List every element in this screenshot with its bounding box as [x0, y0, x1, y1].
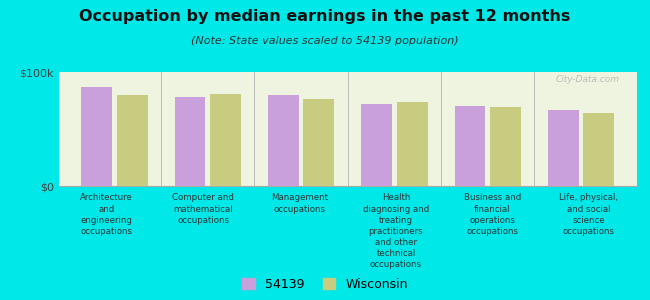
- Bar: [175, 97, 205, 186]
- Text: Architecture
and
engineering
occupations: Architecture and engineering occupations: [81, 194, 133, 236]
- Bar: [361, 104, 392, 186]
- Text: City-Data.com: City-Data.com: [556, 75, 619, 84]
- Text: (Note: State values scaled to 54139 population): (Note: State values scaled to 54139 popu…: [191, 36, 459, 46]
- Bar: [304, 99, 334, 186]
- Text: Life, physical,
and social
science
occupations: Life, physical, and social science occup…: [559, 194, 618, 236]
- Bar: [548, 110, 578, 186]
- Bar: [583, 113, 614, 186]
- Bar: [210, 94, 241, 186]
- Bar: [81, 87, 112, 186]
- Text: Computer and
mathematical
occupations: Computer and mathematical occupations: [172, 194, 234, 225]
- Bar: [490, 107, 521, 186]
- Text: Health
diagnosing and
treating
practitioners
and other
technical
occupations: Health diagnosing and treating practitio…: [363, 194, 429, 269]
- Bar: [454, 106, 486, 186]
- Legend: 54139, Wisconsin: 54139, Wisconsin: [242, 278, 408, 291]
- Text: Business and
financial
operations
occupations: Business and financial operations occupa…: [463, 194, 521, 236]
- Text: Management
occupations: Management occupations: [271, 194, 328, 214]
- Bar: [396, 102, 428, 186]
- Bar: [268, 95, 299, 186]
- Text: Occupation by median earnings in the past 12 months: Occupation by median earnings in the pas…: [79, 9, 571, 24]
- Bar: [117, 95, 148, 186]
